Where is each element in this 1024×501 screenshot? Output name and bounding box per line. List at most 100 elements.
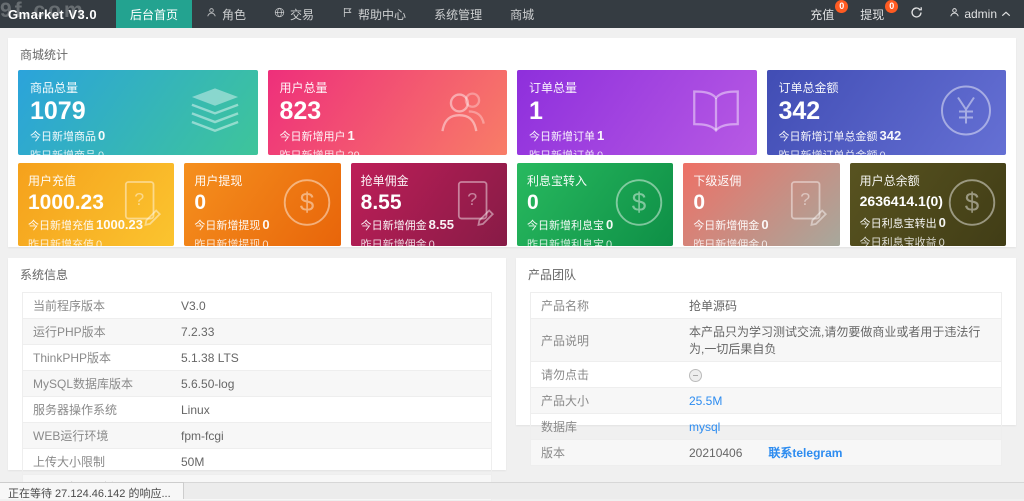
row-label: 版本 — [541, 446, 566, 460]
row-label: 数据库 — [541, 420, 578, 434]
card-yesterday-line: 昨日新增充值 0 — [28, 236, 164, 246]
card-yesterday-line: 昨日新增提现 0 — [194, 236, 330, 246]
yesterday-label: 昨日新增用户 — [280, 150, 346, 155]
today-label: 今日新增佣金 — [360, 220, 427, 233]
dollar-circle-icon: $ — [613, 176, 665, 233]
yesterday-label: 昨日新增订单总金额 — [779, 150, 878, 155]
globe-icon — [274, 7, 285, 21]
card-today-line: 今日新增订单总金额 342 — [779, 128, 995, 144]
card-yesterday-line: 昨日新增利息宝 0 — [527, 236, 663, 246]
yesterday-value: 0 — [938, 237, 945, 246]
top-navbar: 9f.com Gmarket V3.0 后台首页 角色 交易 帮助中心 系统管理… — [0, 0, 1024, 28]
card-title: 用户充值 — [28, 174, 77, 188]
yesterday-value: 0 — [761, 239, 768, 246]
card-value: 823 — [279, 97, 322, 125]
stat-card-total-balance: 用户总余额 2636414.1(0) 今日利息宝转出 0 今日利息宝收益 0 $ — [849, 163, 1006, 246]
row-label: WEB运行环境 — [33, 429, 109, 443]
today-value: 0 — [761, 217, 769, 233]
doc-question-icon: ? — [116, 176, 166, 233]
yesterday-label: 昨日新增商品 — [30, 150, 96, 155]
row-label: 产品大小 — [541, 394, 590, 408]
row-value: 50M — [181, 454, 205, 469]
card-value: 342 — [778, 97, 821, 125]
stat-card-grab-commission: 抢单佣金 8.55 今日新增佣金 8.55 昨日新增佣金 0 ? — [350, 163, 507, 246]
database-link[interactable]: mysql — [689, 419, 721, 434]
table-row: ThinkPHP版本 5.1.38 LTS — [23, 345, 491, 371]
card-value: 1079 — [30, 97, 86, 125]
yesterday-label: 昨日新增充值 — [28, 239, 94, 246]
stat-card-user-withdraw: 用户提现 0 今日新增提现 0 昨日新增提现 0 $ — [184, 163, 341, 246]
row-label: 当前程序版本 — [33, 299, 106, 313]
menu-item-dashboard[interactable]: 后台首页 — [116, 0, 193, 28]
row-value — [679, 363, 1001, 385]
telegram-contact-link[interactable]: 联系telegram — [768, 446, 843, 460]
card-today-line: 今日新增订单 1 — [529, 128, 745, 144]
card-title: 利息宝转入 — [526, 174, 587, 188]
yesterday-label: 昨日新增订单 — [529, 150, 595, 155]
today-label: 今日新增利息宝 — [526, 220, 604, 233]
svg-text:$: $ — [632, 186, 647, 216]
do-not-click-icon[interactable] — [689, 368, 702, 382]
withdraw-link[interactable]: 提现 0 — [847, 0, 899, 28]
menu-item-roles[interactable]: 角色 — [192, 0, 260, 28]
menu-item-mall[interactable]: 商城 — [496, 0, 548, 28]
card-title: 订单总量 — [529, 81, 578, 95]
stats-row-2: 用户充值 1000.23 今日新增充值 1000.23 昨日新增充值 0 ? 用户提… — [8, 163, 1016, 246]
card-value: 1 — [529, 97, 543, 125]
stat-card-user-recharge: 用户充值 1000.23 今日新增充值 1000.23 昨日新增充值 0 ? — [18, 163, 175, 246]
card-yesterday-line: 昨日新增订单总金额0 — [779, 147, 995, 155]
withdraw-label: 提现 — [860, 7, 885, 22]
card-yesterday-line: 昨日新增订单0 — [529, 147, 745, 155]
card-title: 用户提现 — [194, 174, 243, 188]
stat-card-interest-in: 利息宝转入 0 今日新增利息宝 0 昨日新增利息宝 0 $ — [516, 163, 674, 246]
card-value: 0 — [194, 191, 207, 214]
yesterday-value: 0 — [262, 239, 269, 246]
svg-text:?: ? — [135, 189, 145, 209]
yesterday-value: 0 — [595, 150, 603, 155]
card-value: 0 — [526, 191, 539, 214]
card-today-line: 今日新增商品 0 — [30, 128, 246, 144]
row-label: 产品说明 — [541, 333, 590, 348]
row-label: MySQL数据库版本 — [33, 377, 134, 391]
brand-title: Gmarket V3.0 — [8, 6, 98, 22]
yesterday-label: 昨日新增佣金 — [693, 239, 760, 246]
svg-text:$: $ — [965, 186, 980, 216]
table-row: WEB运行环境 fpm-fcgi — [23, 423, 491, 449]
product-size-link[interactable]: 25.5M — [689, 393, 723, 408]
refresh-button[interactable] — [897, 0, 936, 28]
today-label: 今日新增充值 — [28, 220, 94, 233]
menu-item-system-manage[interactable]: 系统管理 — [420, 0, 496, 28]
table-row: 产品大小 25.5M — [531, 388, 1001, 414]
system-info-table: 当前程序版本 V3.0 运行PHP版本 7.2.33 ThinkPHP版本 5.1.3… — [22, 292, 492, 501]
today-value: 1 — [347, 127, 355, 143]
yesterday-value: 0 — [96, 239, 103, 246]
row-value: 5.6.50-log — [181, 376, 235, 391]
menu-item-label: 角色 — [222, 7, 247, 22]
card-yesterday-line: 昨日新增佣金 0 — [693, 236, 829, 246]
menu-item-help-center[interactable]: 帮助中心 — [328, 0, 420, 28]
username: admin — [964, 7, 997, 21]
user-menu[interactable]: admin — [936, 0, 1024, 28]
today-value: 0 — [938, 215, 946, 231]
row-value: mysql — [679, 416, 1001, 438]
today-value: 8.55 — [428, 217, 454, 233]
main-menu: 后台首页 角色 交易 帮助中心 系统管理 商城 — [116, 0, 548, 28]
today-label: 今日新增订单总金额 — [778, 130, 878, 143]
today-label: 今日新增订单 — [529, 130, 595, 143]
row-value: 5.1.38 LTS — [181, 350, 239, 365]
table-row: 运行PHP版本 7.2.33 — [23, 319, 491, 345]
card-title: 抢单佣金 — [360, 174, 409, 188]
logo: 9f.com Gmarket V3.0 — [0, 0, 116, 28]
row-label: 服务器操作系统 — [33, 403, 118, 417]
card-today-line: 今日新增佣金 0 — [693, 217, 829, 233]
system-info-title: 系统信息 — [20, 268, 69, 282]
yesterday-value: 0 — [878, 150, 886, 155]
today-label: 今日新增商品 — [30, 130, 96, 143]
yesterday-label: 昨日新增佣金 — [360, 239, 427, 246]
status-strip — [0, 482, 1024, 499]
refresh-icon — [910, 6, 923, 22]
menu-item-trade[interactable]: 交易 — [260, 0, 328, 28]
card-yesterday-line: 昨日新增商品0 — [30, 147, 246, 155]
recharge-link[interactable]: 充值 0 — [797, 0, 849, 28]
